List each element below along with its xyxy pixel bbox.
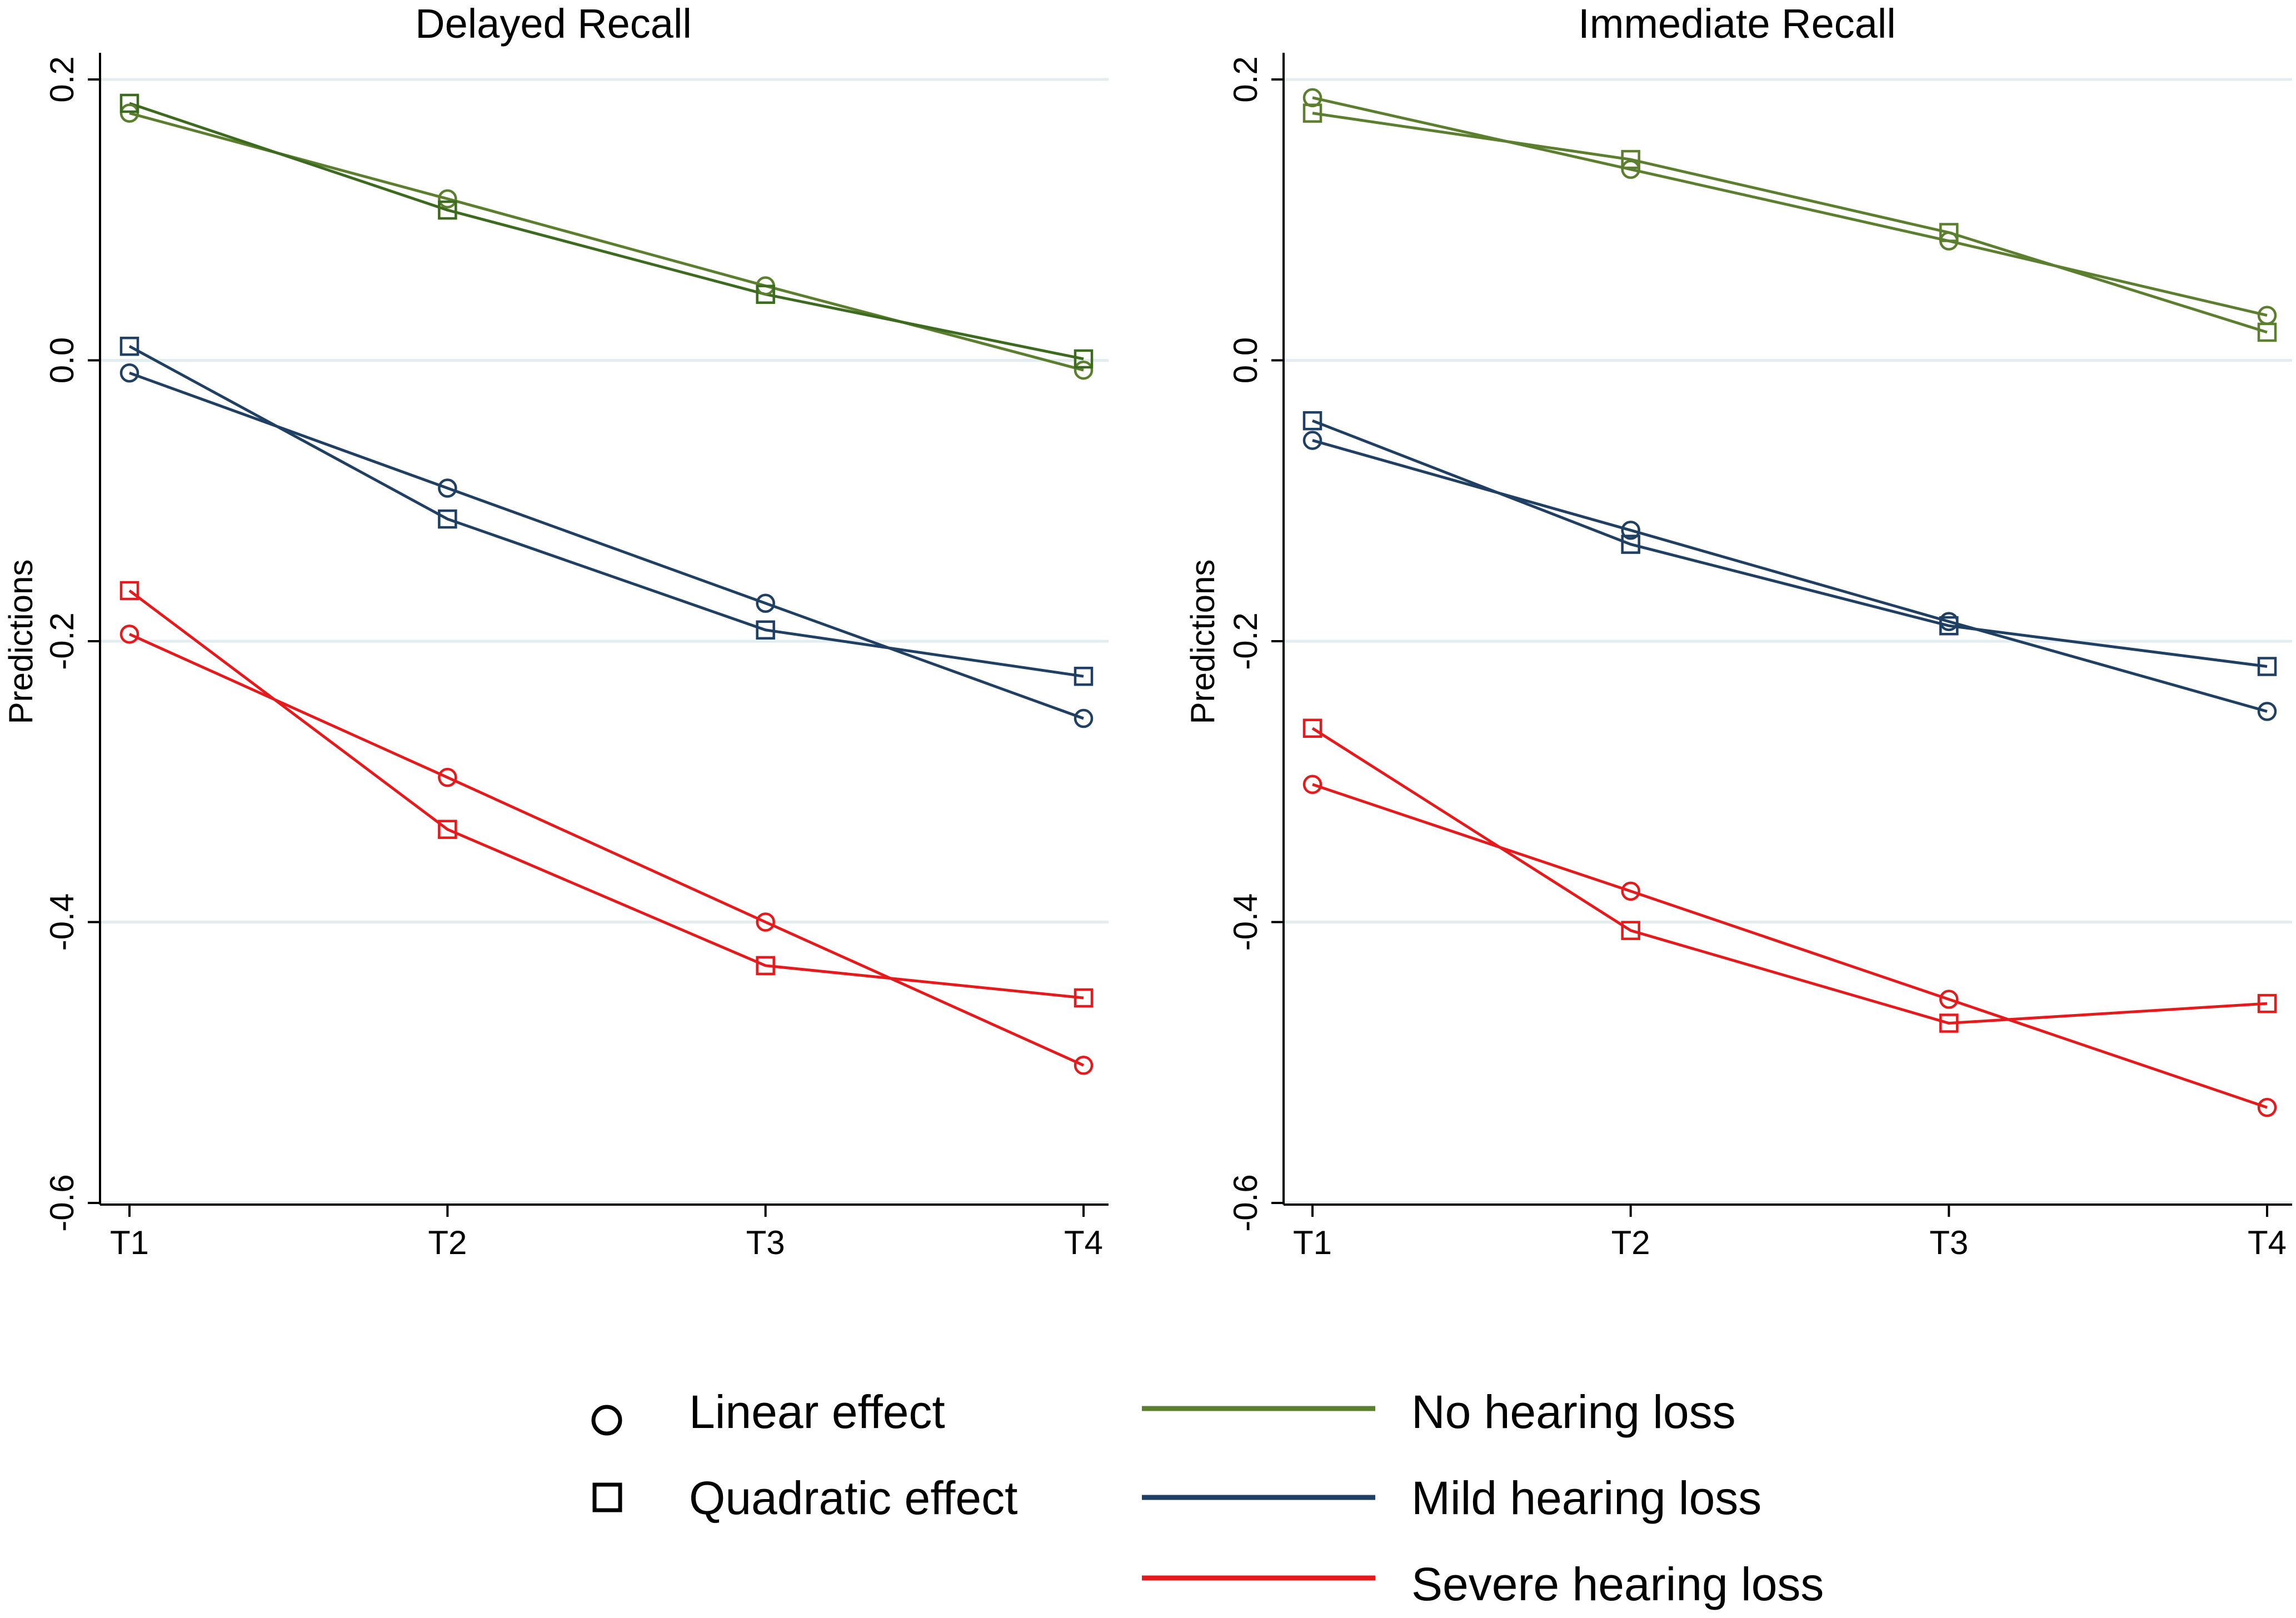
- y-tick-label: -0.2: [43, 612, 81, 670]
- data-point-square: [119, 93, 139, 113]
- data-point-square: [756, 284, 775, 304]
- x-tick-label: T4: [1064, 1224, 1103, 1261]
- gridlines: [1284, 78, 2292, 1205]
- data-point-square: [438, 200, 457, 220]
- chart-panel-immediate-recall: Immediate Recall Predictions -0.6 -0.4 -0.…: [1184, 1, 2292, 1261]
- data-point-circle: [1621, 159, 1640, 179]
- x-tick-label: T2: [428, 1224, 467, 1261]
- data-point-square: [1302, 411, 1322, 431]
- data-point-circle: [1302, 775, 1322, 795]
- y-axis-label: Predictions: [1184, 560, 1221, 725]
- circle-marker-icon: [591, 1405, 622, 1436]
- series-line: [129, 371, 1084, 720]
- y-tick-label: 0.2: [1227, 56, 1264, 102]
- x-tick-label: T4: [2248, 1224, 2287, 1261]
- data-point-circle: [1074, 708, 1094, 728]
- data-point-circle: [2257, 1097, 2277, 1117]
- chart-title: Delayed Recall: [415, 1, 692, 47]
- series-line: [1311, 727, 2268, 1025]
- series-line: [128, 633, 1085, 1067]
- data-point-square: [2257, 322, 2277, 342]
- data-point-square: [2257, 657, 2277, 676]
- data-point-circle: [438, 189, 457, 209]
- series-line: [1312, 419, 2268, 668]
- data-point-circle: [1621, 881, 1640, 901]
- data-point-circle: [1621, 521, 1640, 540]
- chart-panel-delayed-recall: Delayed Recall Predictions -0.6 -0.4 -0.2 0…: [2, 1, 1109, 1261]
- series-line: [128, 590, 1084, 1000]
- series-line: [128, 345, 1084, 678]
- data-point-square: [1302, 103, 1322, 123]
- data-point-square: [119, 581, 139, 601]
- y-tick-label: -0.6: [43, 1174, 81, 1231]
- data-point-circle: [1302, 431, 1322, 450]
- data-point-square: [1621, 535, 1640, 554]
- y-tick-label: 0.0: [43, 337, 81, 383]
- y-tick-label: -0.2: [1227, 612, 1264, 670]
- data-point-square: [2257, 993, 2277, 1013]
- data-point-square: [1074, 988, 1094, 1008]
- data-point-circle: [756, 912, 775, 932]
- data-point-square: [1074, 349, 1094, 369]
- legend-line-label: Severe hearing loss: [1411, 1558, 1824, 1610]
- data-point-circle: [438, 767, 457, 787]
- legend: Linear effect Quadratic effect No hearin…: [591, 1386, 1824, 1610]
- data-point-square: [1939, 1013, 1959, 1033]
- series-line: [129, 102, 1084, 361]
- y-tick-label: 0.2: [43, 56, 81, 102]
- x-tick-label: T3: [1929, 1224, 1968, 1261]
- y-tick-label: -0.4: [43, 893, 81, 951]
- data-point-circle: [119, 103, 139, 123]
- data-point-circle: [438, 478, 457, 498]
- data-point-circle: [1074, 1056, 1094, 1075]
- legend-line-label: No hearing loss: [1411, 1386, 1736, 1438]
- series-line: [1312, 96, 2268, 317]
- data-point-circle: [756, 593, 775, 613]
- data-point-square: [119, 336, 139, 356]
- data-point-square: [756, 620, 775, 640]
- x-tick-label: T1: [110, 1224, 149, 1261]
- series-line: [1312, 112, 2268, 334]
- series-line: [1312, 783, 2268, 1109]
- data-point-square: [1621, 921, 1640, 940]
- data-point-square: [756, 956, 775, 976]
- data-point-square: [1939, 223, 1959, 242]
- legend-line-label: Mild hearing loss: [1411, 1472, 1761, 1524]
- legend-marker-label: Quadratic effect: [689, 1472, 1017, 1524]
- chart-title: Immediate Recall: [1578, 1, 1896, 47]
- legend-marker-label: Linear effect: [689, 1386, 945, 1438]
- data-point-circle: [1939, 990, 1959, 1009]
- data-point-circle: [119, 363, 139, 383]
- y-tick-label: 0.0: [1227, 337, 1264, 383]
- x-tick-label: T1: [1293, 1224, 1332, 1261]
- x-tick-label: T3: [746, 1224, 785, 1261]
- y-tick-label: -0.6: [1227, 1174, 1264, 1231]
- series-line: [1312, 439, 2268, 713]
- data-point-square: [1621, 149, 1640, 169]
- data-point-square: [438, 820, 457, 839]
- data-point-circle: [2257, 702, 2277, 721]
- data-point-square: [1302, 718, 1322, 738]
- x-tick-label: T2: [1611, 1224, 1650, 1261]
- data-point-square: [438, 509, 457, 529]
- data-point-circle: [1074, 360, 1094, 380]
- data-point-square: [1939, 616, 1959, 636]
- y-tick-label: -0.4: [1227, 893, 1264, 951]
- gridlines: [100, 78, 1109, 1205]
- data-point-square: [1074, 666, 1094, 686]
- data-point-circle: [119, 625, 139, 644]
- y-axis-label: Predictions: [2, 560, 39, 725]
- square-marker-icon: [592, 1482, 622, 1512]
